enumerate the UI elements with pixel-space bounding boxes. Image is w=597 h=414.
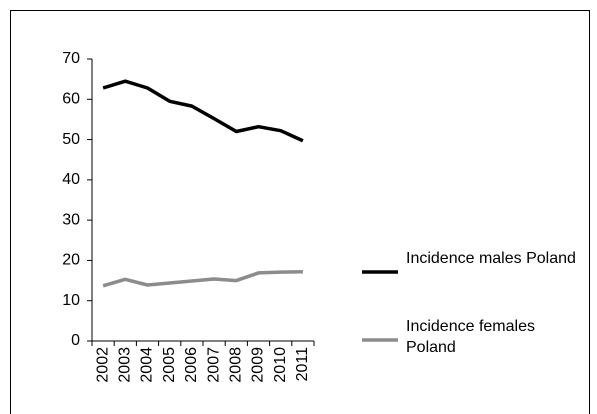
x-tick-label: 2002 bbox=[94, 347, 111, 383]
legend-item: Incidence males Poland bbox=[406, 250, 576, 267]
legend-label: Incidence females Poland bbox=[406, 318, 535, 356]
x-tick-label: 2005 bbox=[161, 347, 178, 383]
x-tick-label: 2007 bbox=[205, 347, 222, 383]
x-tick-label: 2004 bbox=[139, 347, 156, 383]
x-tick-label: 2008 bbox=[228, 347, 245, 383]
legend-item: Incidence females Poland bbox=[406, 318, 535, 356]
y-tick-label: 40 bbox=[62, 171, 80, 188]
data-line bbox=[102, 79, 304, 143]
y-tick-label: 50 bbox=[62, 131, 80, 148]
y-tick-label: 10 bbox=[62, 292, 80, 309]
y-tick-label: 20 bbox=[62, 252, 80, 269]
legend-label: Incidence males Poland bbox=[406, 250, 576, 267]
data-line bbox=[102, 269, 303, 288]
y-tick-label: 0 bbox=[71, 332, 80, 349]
frame bbox=[10, 10, 590, 414]
x-tick-label: 2010 bbox=[272, 347, 289, 383]
x-tick-label: 2011 bbox=[294, 347, 311, 382]
x-tick-label: 2003 bbox=[117, 347, 134, 383]
y-tick-label: 60 bbox=[62, 91, 80, 108]
x-tick-label: 2006 bbox=[183, 347, 200, 383]
x-tick-label: 2009 bbox=[250, 347, 267, 383]
y-tick-label: 70 bbox=[62, 50, 80, 67]
y-tick-label: 30 bbox=[62, 211, 80, 228]
